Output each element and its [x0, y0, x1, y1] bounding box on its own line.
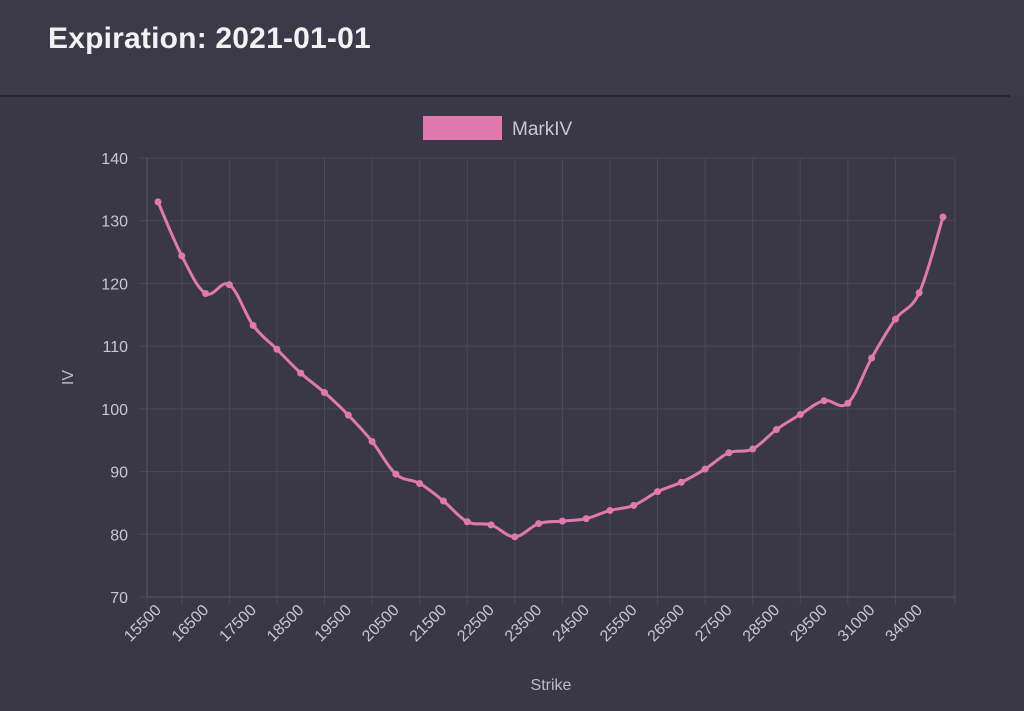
x-tick-label: 27500 [692, 602, 736, 646]
data-point[interactable] [939, 213, 947, 221]
data-point[interactable] [891, 315, 899, 323]
data-point[interactable] [487, 521, 495, 529]
data-point[interactable] [582, 515, 590, 523]
data-point[interactable] [749, 445, 757, 453]
y-tick-label: 130 [101, 214, 128, 231]
x-tick-label: 28500 [740, 602, 784, 646]
data-point[interactable] [202, 289, 210, 297]
data-point[interactable] [416, 479, 424, 487]
y-tick-label: 70 [110, 590, 128, 607]
y-tick-label: 120 [101, 276, 128, 293]
page-title: Expiration: 2021-01-01 [48, 22, 371, 55]
data-point[interactable] [154, 198, 162, 206]
x-tick-label: 23500 [502, 602, 546, 646]
data-point[interactable] [511, 533, 519, 541]
x-tick-labels: 15500 16500 17500 18500 19500 20500 21500 22500… [121, 602, 926, 646]
chart-area: MarkIV 70 80 90 100 110 120 130 140 15500 16500 1… [0, 97, 1024, 711]
series-line-markiv [156, 201, 945, 539]
y-axis-title: IV [60, 370, 77, 385]
data-point[interactable] [606, 506, 614, 514]
data-point[interactable] [392, 470, 400, 478]
data-point[interactable] [273, 345, 281, 353]
data-point[interactable] [463, 518, 471, 526]
data-point[interactable] [368, 437, 376, 445]
data-point[interactable] [439, 497, 447, 505]
data-point[interactable] [178, 252, 186, 260]
y-tick-label: 90 [110, 465, 128, 482]
legend-label: MarkIV [512, 119, 573, 140]
data-point[interactable] [725, 449, 733, 457]
data-point[interactable] [844, 399, 852, 407]
data-point[interactable] [820, 397, 828, 405]
x-tick-label: 31000 [835, 602, 879, 646]
y-tick-labels: 70 80 90 100 110 120 130 140 [101, 151, 128, 607]
data-point[interactable] [701, 465, 709, 473]
data-point[interactable] [558, 517, 566, 525]
data-point[interactable] [796, 411, 804, 419]
data-point[interactable] [321, 389, 329, 397]
y-tick-label: 80 [110, 527, 128, 544]
data-point[interactable] [915, 289, 923, 297]
data-points [154, 198, 947, 541]
data-point[interactable] [297, 369, 305, 377]
x-tick-label: 19500 [312, 602, 356, 646]
x-tick-label: 18500 [264, 602, 308, 646]
x-tick-label: 34000 [883, 602, 927, 646]
x-axis-title: Strike [531, 677, 572, 694]
data-point[interactable] [249, 321, 257, 329]
legend-swatch [423, 116, 502, 140]
x-tick-label: 24500 [550, 602, 594, 646]
x-tick-label: 22500 [454, 602, 498, 646]
y-tick-label: 110 [102, 339, 128, 356]
data-point[interactable] [535, 520, 543, 528]
data-point[interactable] [654, 488, 662, 496]
data-point[interactable] [677, 478, 685, 486]
x-tick-label: 16500 [169, 602, 213, 646]
x-tick-label: 15500 [121, 602, 165, 646]
legend[interactable]: MarkIV [423, 116, 573, 140]
y-tick-label: 100 [101, 402, 128, 419]
header: Expiration: 2021-01-01 [0, 0, 1024, 96]
header-divider [0, 95, 1010, 97]
x-tick-label: 21500 [407, 602, 451, 646]
data-point[interactable] [225, 281, 233, 289]
x-tick-label: 29500 [787, 602, 831, 646]
y-tick-label: 140 [101, 151, 128, 168]
data-point[interactable] [772, 426, 780, 434]
data-point[interactable] [868, 354, 876, 362]
grid [139, 157, 956, 605]
x-tick-label: 17500 [216, 602, 260, 646]
data-point[interactable] [344, 411, 352, 419]
x-tick-label: 26500 [645, 602, 689, 646]
data-point[interactable] [630, 501, 638, 509]
x-tick-label: 25500 [597, 602, 641, 646]
x-tick-label: 20500 [359, 602, 403, 646]
